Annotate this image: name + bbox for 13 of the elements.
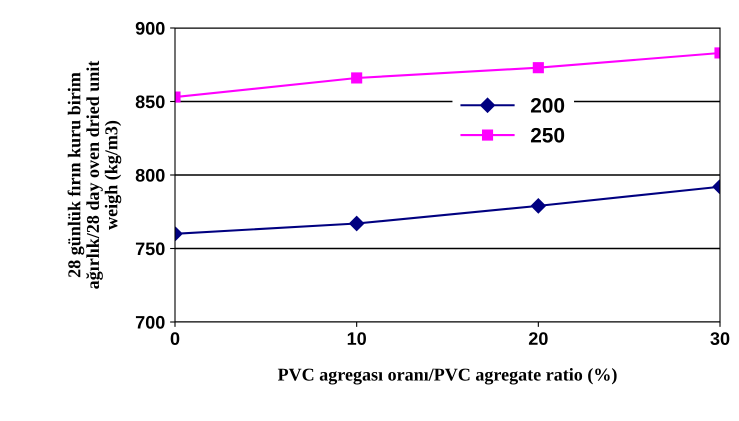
x-tick-label: 10	[348, 332, 366, 345]
legend-label: 250	[530, 128, 564, 143]
y-tick-label: 750	[136, 242, 165, 256]
y-tick-label: 900	[136, 22, 165, 35]
x-tick-label: 0	[170, 332, 180, 345]
y-tick-label: 800	[136, 168, 165, 182]
y-tick-label: 700	[136, 316, 165, 329]
y-axis-title: 28 günlük fırın kuru birim ağırlık/28 day oven dried unit weigh (kg/m3)	[68, 60, 122, 289]
x-tick-label: 20	[528, 332, 548, 345]
x-axis-title: PVC agregası oranı/PVC agregate ratio (%)	[278, 368, 617, 385]
x-tick-label: 30	[710, 332, 730, 346]
legend-label: 200	[530, 98, 564, 113]
y-tick-label: 850	[136, 95, 165, 108]
